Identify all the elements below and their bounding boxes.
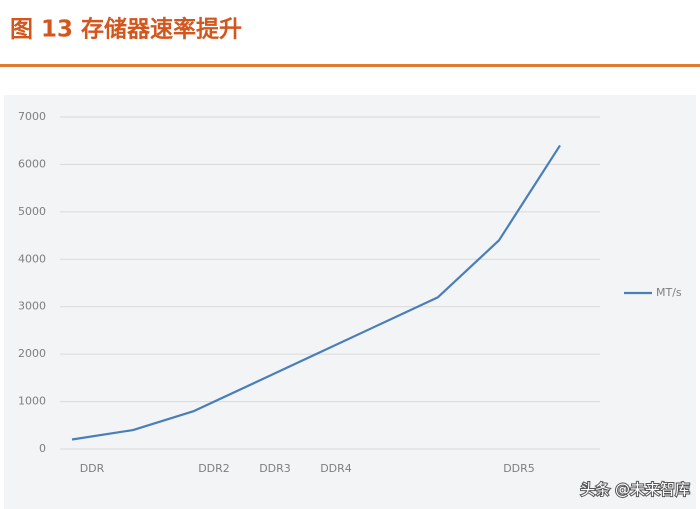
y-tick-label: 2000 <box>18 347 46 360</box>
y-tick-label: 7000 <box>18 110 46 123</box>
y-tick-label: 6000 <box>18 157 46 170</box>
line-series <box>71 144 561 441</box>
plot-panel <box>4 95 696 509</box>
watermark: 头条 @未来智库 <box>580 481 690 499</box>
legend-label: MT/s <box>656 286 682 299</box>
y-tick-label: 1000 <box>18 395 46 408</box>
x-tick-label: DDR3 <box>259 462 291 475</box>
chart-title: 图 13 存储器速率提升 <box>10 16 242 43</box>
y-tick-label: 3000 <box>18 300 46 313</box>
y-tick-label: 4000 <box>18 252 46 265</box>
y-tick-label: 5000 <box>18 205 46 218</box>
x-tick-label: DDR <box>80 462 105 475</box>
title-rule <box>0 64 700 67</box>
x-tick-label: DDR2 <box>198 462 230 475</box>
x-tick-label: DDR5 <box>503 462 535 475</box>
x-tick-label: DDR4 <box>320 462 352 475</box>
y-tick-label: 0 <box>39 442 46 455</box>
